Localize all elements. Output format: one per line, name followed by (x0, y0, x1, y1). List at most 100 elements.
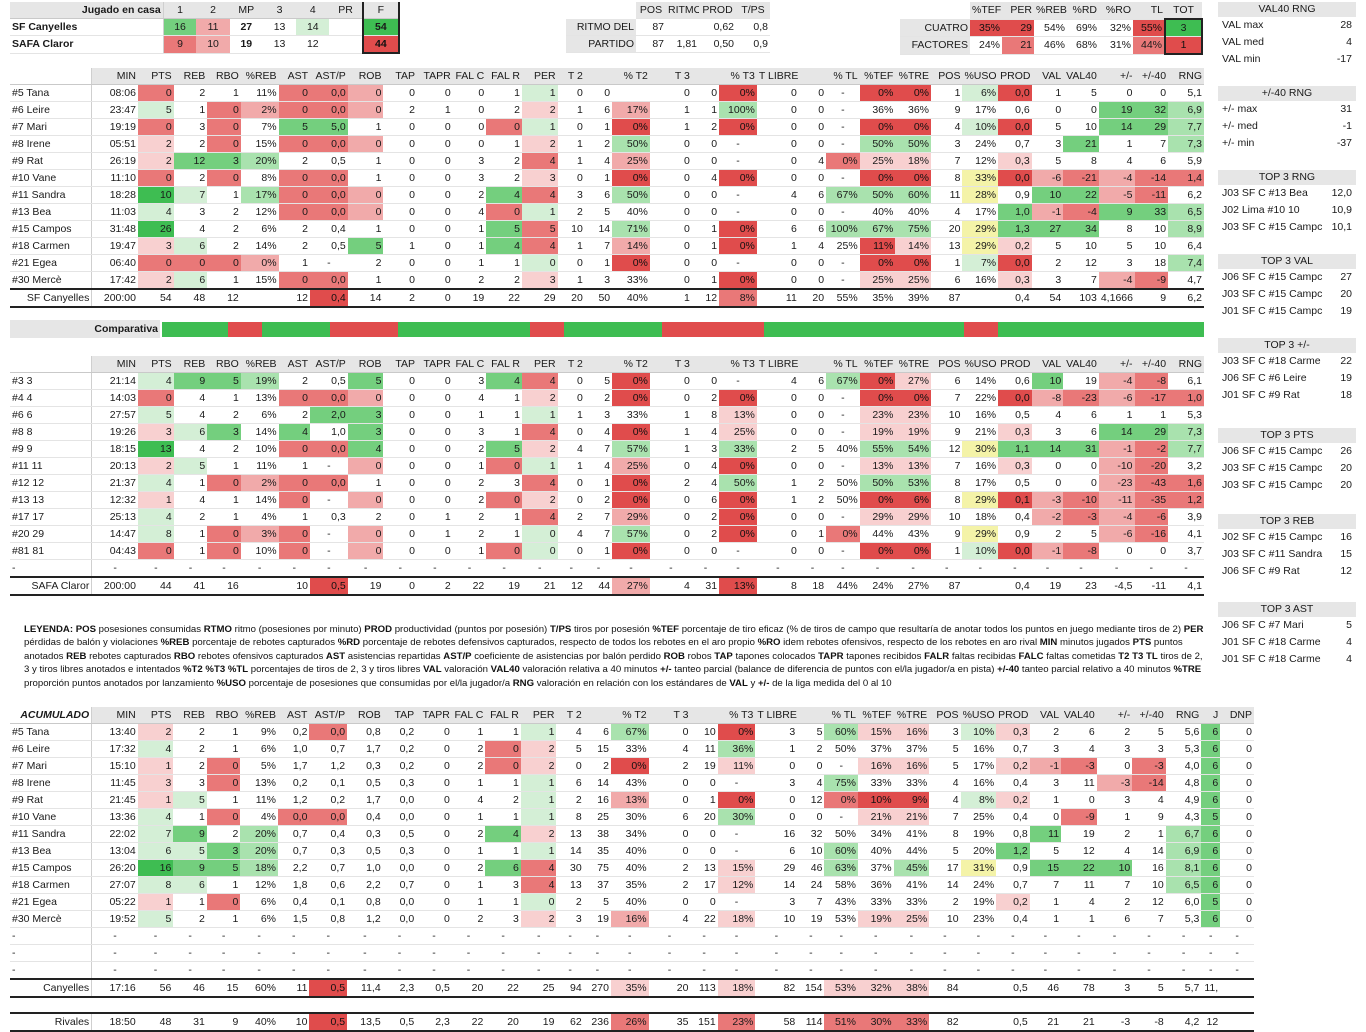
stat-cell: 34% (857, 825, 894, 843)
stat-cell: 14 (583, 774, 611, 792)
column-header (798, 356, 827, 373)
stat-cell: 30% (717, 808, 756, 826)
stat-cell: - (826, 203, 860, 221)
stat-cell: 4 (520, 859, 557, 877)
stat-cell: 1 (347, 118, 384, 136)
factor-col-reb: %REB (1034, 2, 1067, 20)
stat-cell: 0 (649, 220, 692, 238)
total-cell: 19 (347, 576, 384, 596)
stat-cell: 0 (756, 508, 799, 526)
final-score: 54 (361, 18, 401, 36)
stat-cell: - (1031, 559, 1064, 578)
stat-cell: 0 (649, 508, 692, 526)
stat-cell: 2 (486, 152, 522, 170)
stat-cell: 0,6 (309, 876, 348, 894)
stat-cell: 21% (857, 808, 894, 826)
side-stat-row: J01 SF C #9 Rat 18 (1218, 387, 1356, 404)
column-header: % T3 (719, 68, 757, 85)
stat-cell: 0,0 (309, 723, 348, 741)
stat-cell: 3 (452, 372, 487, 390)
column-header (690, 707, 718, 724)
stat-cell: 1 (383, 237, 418, 255)
stat-cell: 0% (895, 542, 931, 560)
stat-cell: 0,9 (998, 525, 1032, 543)
stat-cell: -3 (1096, 774, 1133, 792)
stat-cell: 0 (278, 491, 311, 509)
stat-cell: 0,0 (382, 893, 417, 911)
stat-cell: 21% (893, 808, 930, 826)
stat-cell: 08:06 (91, 84, 138, 102)
player-row: #18 Carmen 19:47 3 6 2 14% 2 0,5 5 1 0 1 4 4 1 7 14% 0 1 0%… (10, 237, 1204, 255)
stat-cell: 2 (173, 508, 208, 526)
stat-cell: 2 (347, 254, 384, 272)
stat-cell: 9 (173, 372, 208, 390)
side-stat-value: 4 (1346, 636, 1352, 648)
total-cell: 270 (583, 978, 611, 998)
stat-cell: 1 (520, 774, 557, 792)
stat-cell: 0% (612, 169, 650, 187)
stat-cell: 5 (137, 406, 174, 424)
stat-cell: 10 (931, 406, 963, 424)
total-cell: 39% (895, 288, 931, 308)
stat-cell: 0 (691, 186, 720, 204)
column-header: REB (173, 68, 208, 85)
stat-cell: 0 (756, 84, 799, 102)
stat-cell: 1 (486, 135, 522, 153)
total-cell: 19 (1031, 576, 1064, 596)
stat-cell: 1 (137, 757, 174, 775)
stat-cell: 7% (240, 118, 279, 136)
column-header: AST/P (310, 68, 348, 85)
stat-cell: 8 (931, 474, 963, 492)
stat-cell: 50% (826, 474, 860, 492)
stat-cell: 2,2 (347, 876, 383, 894)
stat-cell: 6 (173, 423, 208, 441)
stat-cell: 0 (649, 203, 692, 221)
stat-cell: 19% (857, 910, 894, 928)
side-stat-value: -1 (1342, 120, 1352, 132)
column-header: PTS (137, 356, 174, 373)
stat-cell: 0 (1220, 842, 1254, 860)
column-header: % T3 (717, 707, 756, 724)
player-name: #5 Tana (10, 84, 93, 102)
stat-cell: 0 (278, 135, 311, 153)
stat-cell: 0,5 (310, 152, 348, 170)
total-cell: 44 (584, 576, 613, 596)
stat-cell: 16 (755, 825, 798, 843)
stat-cell: 0 (206, 774, 241, 792)
stat-cell: 14% (962, 372, 999, 390)
rhythm-col-pos: POS (636, 2, 666, 19)
stat-cell: 50% (895, 135, 931, 153)
stat-cell: 1 (173, 474, 208, 492)
total-cell: 21 (1061, 1012, 1097, 1032)
stat-cell: 3 (1132, 740, 1166, 758)
side-stat-row: J02 SF C #15 Campc 16 (1218, 529, 1356, 546)
rivals-total-row: Rivales 18:50 48 31 9 40% 10 0,5 13,5 0,5 2,3 22 20 1… (10, 1012, 1254, 1032)
stat-cell: 2 (278, 237, 311, 255)
stat-cell: - (612, 559, 650, 578)
side-stat-row: J06 SF C #15 Campc 26 (1218, 443, 1356, 460)
stat-cell: 0,6 (998, 372, 1032, 390)
stat-cell: 3 (137, 423, 174, 441)
stat-cell: 0 (383, 118, 418, 136)
stat-cell: 1 (756, 491, 799, 509)
stat-cell: - (278, 927, 310, 945)
stat-cell: 0% (612, 423, 650, 441)
stat-cell: 3 (755, 774, 798, 792)
total-cell: 12 (278, 288, 311, 308)
stat-cell: 2 (137, 723, 174, 741)
stat-cell: 40% (610, 842, 649, 860)
stat-cell: 45% (893, 859, 930, 877)
total-cell: 35% (859, 288, 896, 308)
stat-cell: 4 (521, 237, 558, 255)
side-stat-value: 4 (1346, 653, 1352, 665)
stat-cell: 4 (648, 910, 691, 928)
side-stat-value: 15 (1340, 548, 1352, 560)
stat-cell: 6 (1096, 910, 1133, 928)
total-cell: 18 (798, 576, 827, 596)
stat-cell: 0 (206, 757, 241, 775)
stat-cell: 5 (584, 372, 613, 390)
stat-cell: 16% (962, 271, 999, 290)
stat-cell: -2 (1134, 440, 1169, 458)
stat-cell: 4 (931, 118, 963, 136)
